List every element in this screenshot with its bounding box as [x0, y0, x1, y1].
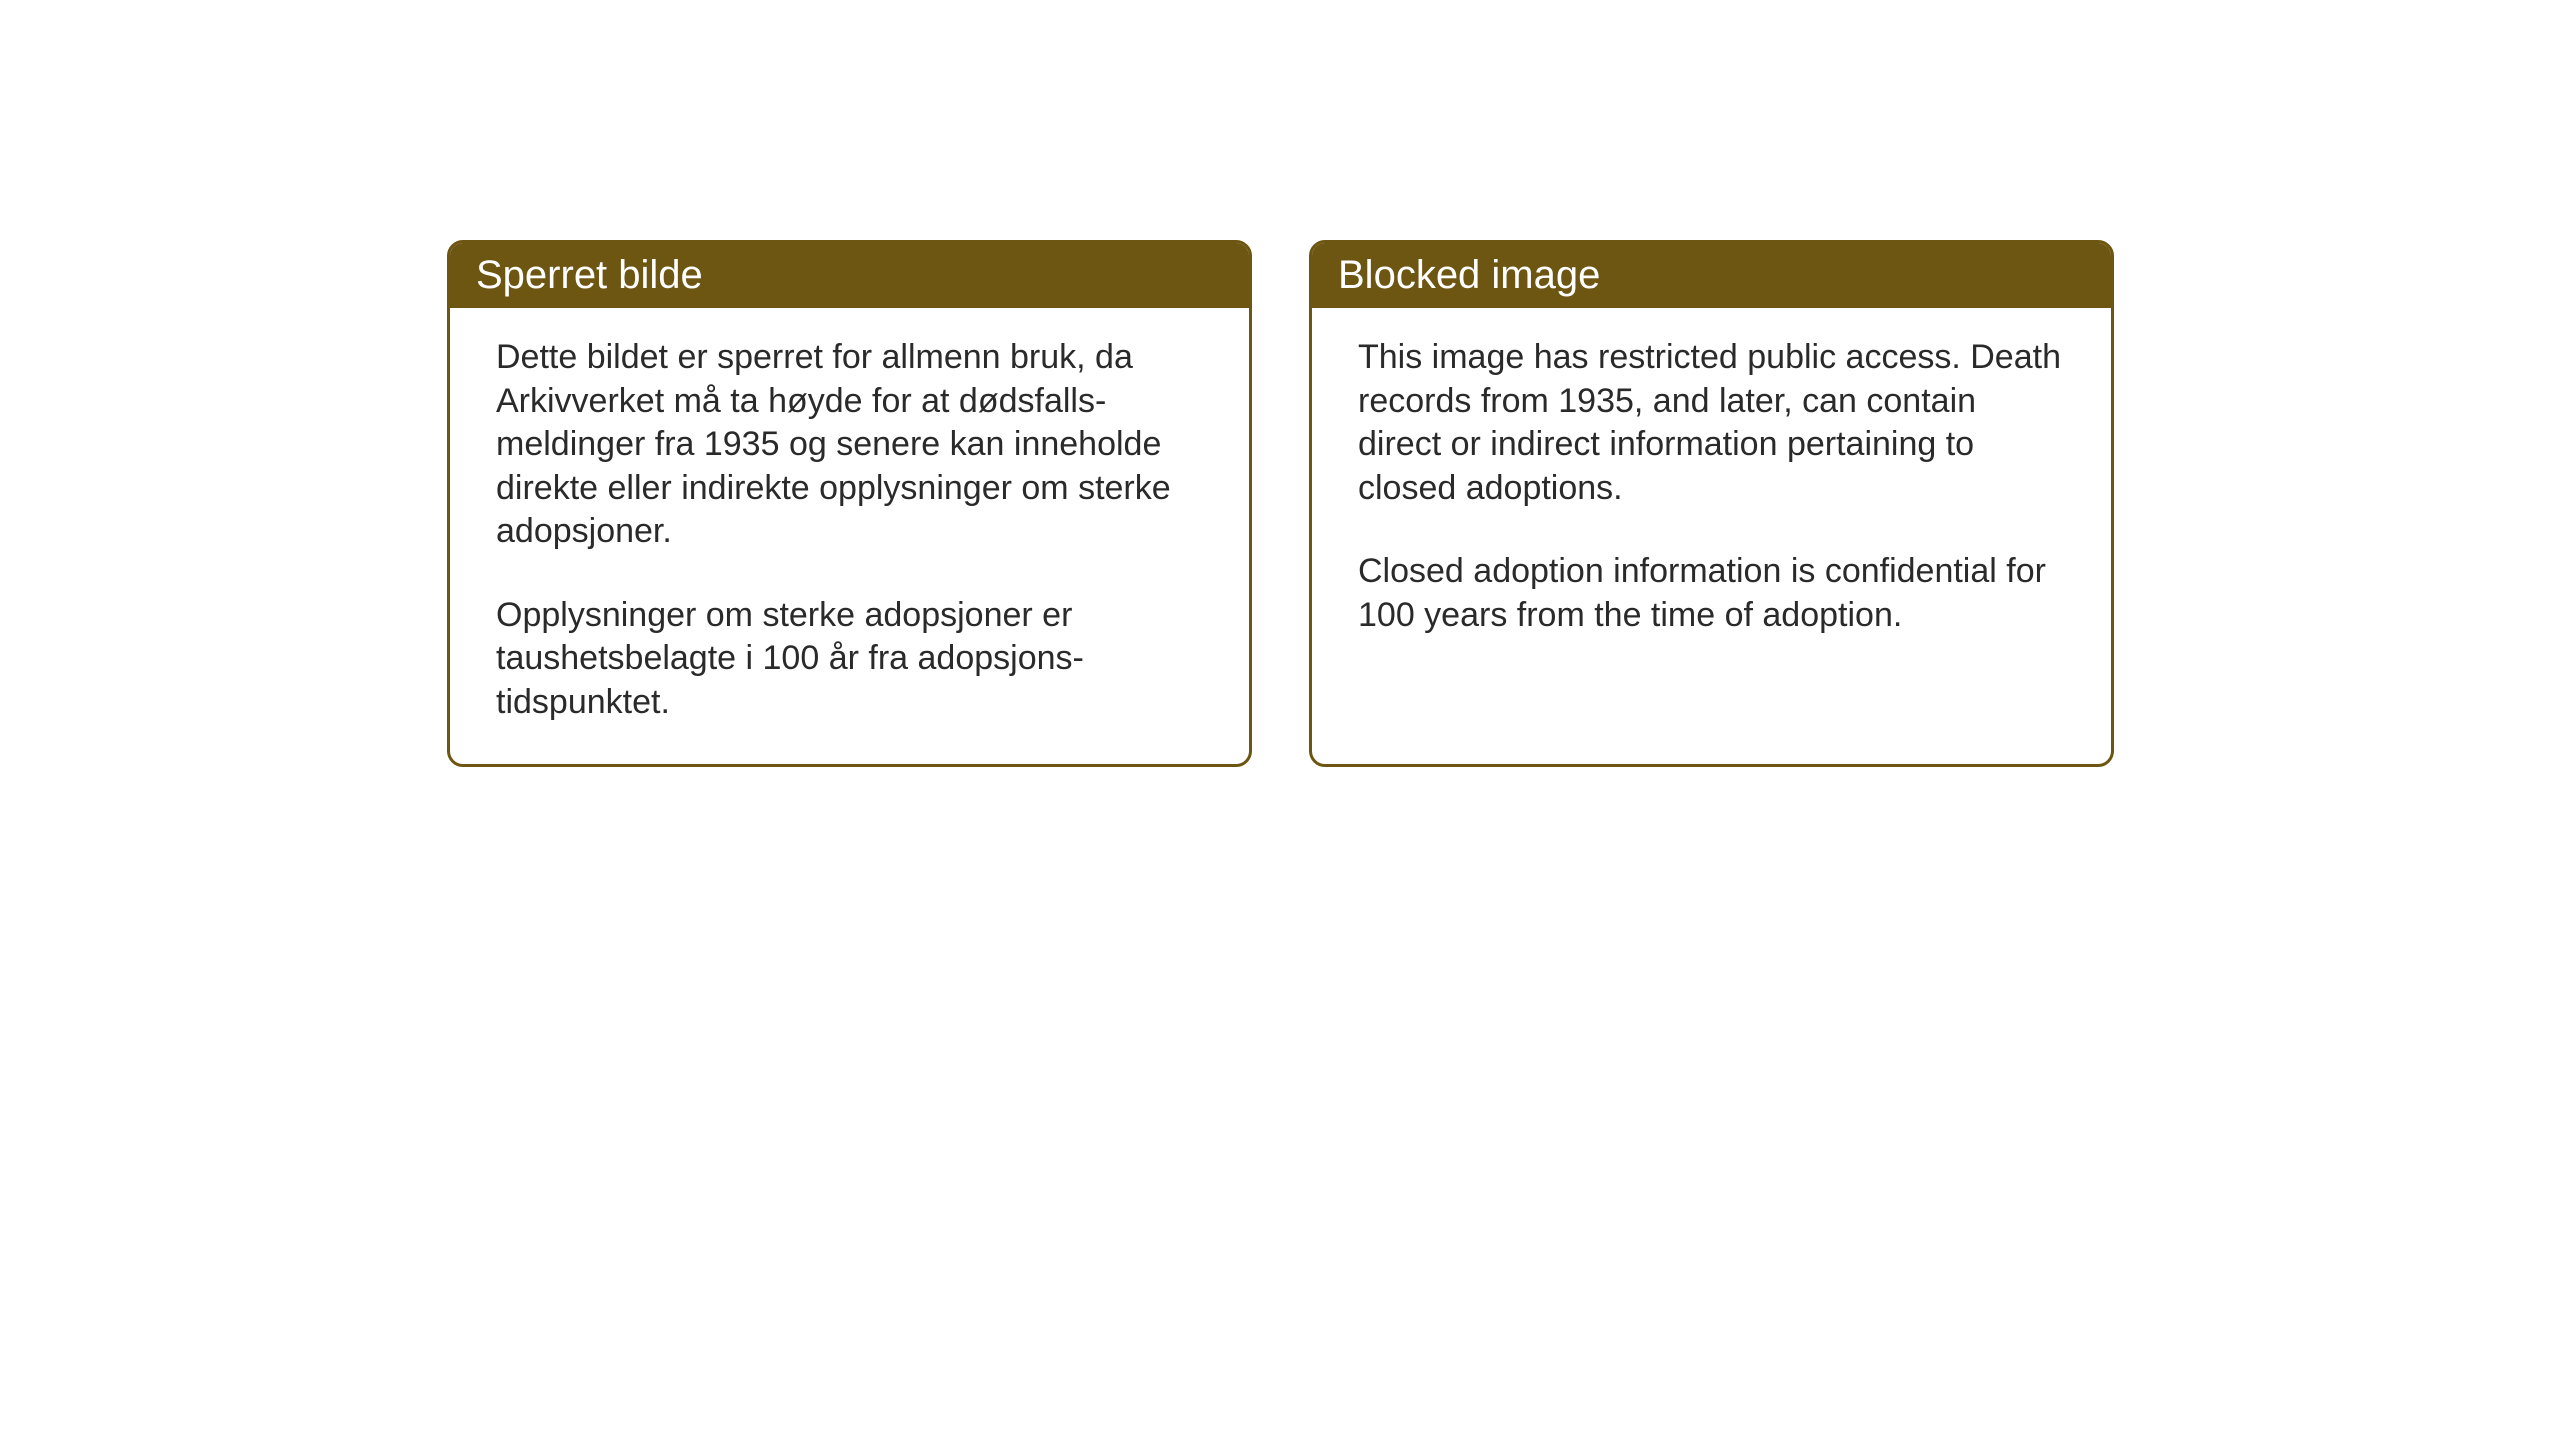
notice-card-norwegian: Sperret bilde Dette bildet er sperret fo… — [447, 240, 1252, 767]
notice-title-english: Blocked image — [1338, 253, 1600, 297]
notice-body-norwegian: Dette bildet er sperret for allmenn bruk… — [450, 308, 1249, 764]
notice-paragraph-2-english: Closed adoption information is confident… — [1358, 550, 2065, 637]
notice-container: Sperret bilde Dette bildet er sperret fo… — [447, 240, 2114, 767]
notice-paragraph-1-english: This image has restricted public access.… — [1358, 336, 2065, 510]
notice-paragraph-1-norwegian: Dette bildet er sperret for allmenn bruk… — [496, 336, 1203, 554]
notice-card-english: Blocked image This image has restricted … — [1309, 240, 2114, 767]
notice-body-english: This image has restricted public access.… — [1312, 308, 2111, 677]
notice-header-norwegian: Sperret bilde — [450, 243, 1249, 308]
notice-header-english: Blocked image — [1312, 243, 2111, 308]
notice-paragraph-2-norwegian: Opplysninger om sterke adopsjoner er tau… — [496, 594, 1203, 725]
notice-title-norwegian: Sperret bilde — [476, 253, 703, 297]
